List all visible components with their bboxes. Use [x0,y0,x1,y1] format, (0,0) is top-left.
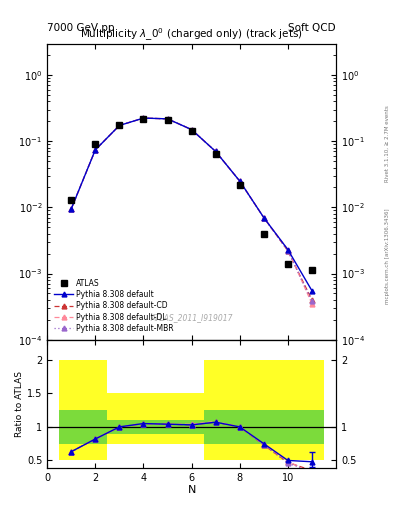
Pythia 8.308 default-MBR [117,122,122,129]
Pythia 8.308 default-CD [237,178,242,184]
Title: Multiplicity $\lambda\_0^0$ (charged only) (track jets): Multiplicity $\lambda\_0^0$ (charged onl… [80,26,303,43]
Pythia 8.308 default-MBR [93,147,97,153]
ATLAS [237,182,242,188]
Line: Pythia 8.308 default: Pythia 8.308 default [69,116,314,293]
Pythia 8.308 default [69,206,73,212]
Pythia 8.308 default-CD [93,147,97,153]
Pythia 8.308 default-MBR [261,215,266,221]
ATLAS [69,197,73,203]
Text: ATLAS_2011_I919017: ATLAS_2011_I919017 [151,313,233,322]
Pythia 8.308 default-MBR [213,148,218,155]
Pythia 8.308 default [117,122,122,129]
Pythia 8.308 default-DL [237,178,242,184]
Pythia 8.308 default-MBR [310,298,314,305]
ATLAS [141,116,146,122]
Pythia 8.308 default-MBR [237,178,242,184]
Pythia 8.308 default [93,147,97,153]
Pythia 8.308 default [165,116,170,122]
X-axis label: N: N [187,485,196,495]
Pythia 8.308 default-CD [189,126,194,133]
ATLAS [93,141,97,147]
Line: Pythia 8.308 default-DL: Pythia 8.308 default-DL [69,116,314,306]
ATLAS [285,261,290,267]
Pythia 8.308 default [285,247,290,253]
Legend: ATLAS, Pythia 8.308 default, Pythia 8.308 default-CD, Pythia 8.308 default-DL, P: ATLAS, Pythia 8.308 default, Pythia 8.30… [51,275,177,336]
Pythia 8.308 default-CD [117,122,122,129]
Pythia 8.308 default-DL [285,247,290,253]
Text: mcplots.cern.ch [arXiv:1306.3436]: mcplots.cern.ch [arXiv:1306.3436] [385,208,390,304]
Pythia 8.308 default [261,215,266,221]
Pythia 8.308 default-DL [165,116,170,122]
Pythia 8.308 default [213,148,218,155]
Pythia 8.308 default-DL [213,148,218,155]
Pythia 8.308 default-CD [213,148,218,155]
Pythia 8.308 default-DL [310,301,314,307]
Line: Pythia 8.308 default-MBR: Pythia 8.308 default-MBR [69,116,314,304]
ATLAS [189,127,194,134]
Text: Soft QCD: Soft QCD [288,23,336,33]
Pythia 8.308 default-MBR [165,116,170,122]
Line: Pythia 8.308 default-CD: Pythia 8.308 default-CD [69,116,314,302]
Text: 7000 GeV pp: 7000 GeV pp [47,23,115,33]
Pythia 8.308 default-MBR [69,206,73,212]
Pythia 8.308 default-MBR [141,115,146,121]
Y-axis label: Ratio to ATLAS: Ratio to ATLAS [15,371,24,437]
Pythia 8.308 default-DL [141,115,146,121]
Line: ATLAS: ATLAS [68,116,315,273]
Pythia 8.308 default-DL [189,126,194,133]
ATLAS [165,117,170,123]
Pythia 8.308 default-CD [141,115,146,121]
Text: Rivet 3.1.10, ≥ 2.7M events: Rivet 3.1.10, ≥ 2.7M events [385,105,390,182]
ATLAS [213,151,218,157]
Pythia 8.308 default-DL [93,147,97,153]
Pythia 8.308 default-MBR [189,126,194,133]
ATLAS [310,266,314,272]
ATLAS [261,230,266,237]
Pythia 8.308 default-DL [261,215,266,221]
Pythia 8.308 default [141,115,146,121]
Pythia 8.308 default-CD [69,206,73,212]
Pythia 8.308 default-DL [69,206,73,212]
Pythia 8.308 default-CD [165,116,170,122]
ATLAS [117,122,122,128]
Pythia 8.308 default [237,178,242,184]
Pythia 8.308 default [189,126,194,133]
Pythia 8.308 default-CD [261,215,266,221]
Pythia 8.308 default-CD [310,297,314,303]
Pythia 8.308 default-DL [117,122,122,129]
Pythia 8.308 default-MBR [285,248,290,254]
Pythia 8.308 default-CD [285,248,290,254]
Pythia 8.308 default [310,288,314,294]
